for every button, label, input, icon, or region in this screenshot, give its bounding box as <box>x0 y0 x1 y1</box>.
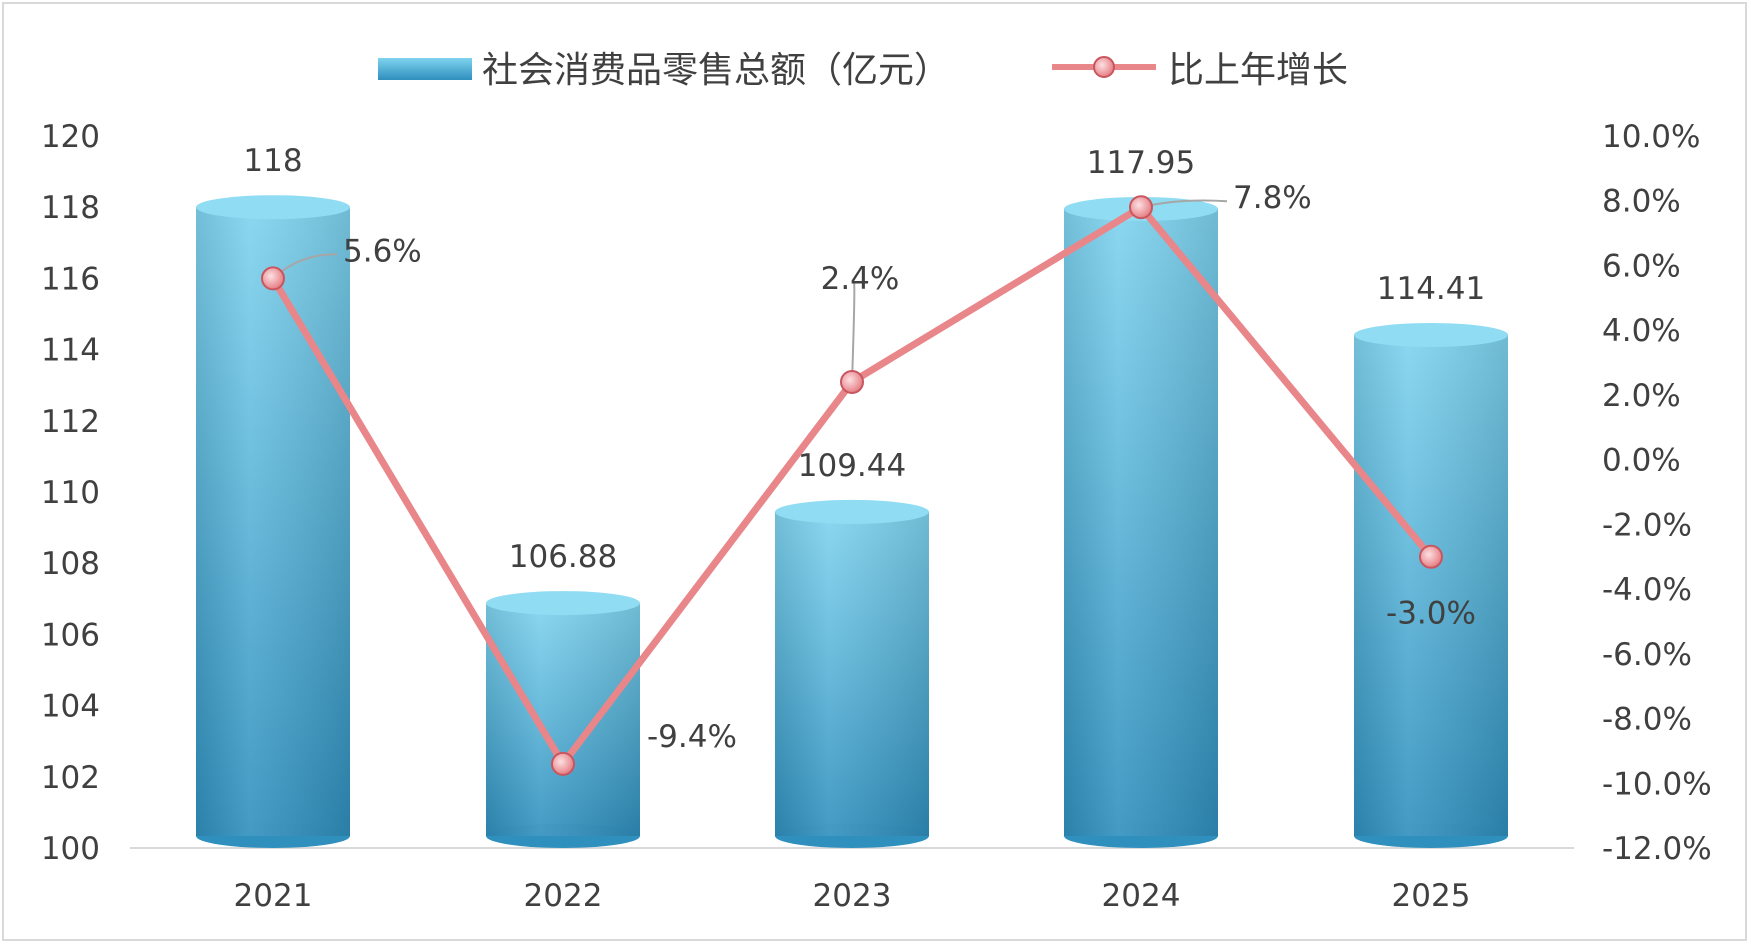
legend-line-marker <box>1093 56 1115 78</box>
right-tick-label: 10.0% <box>1602 119 1700 155</box>
right-tick-label: -4.0% <box>1602 572 1692 608</box>
bar-top <box>486 591 640 616</box>
bar-value-label: 118 <box>243 143 302 179</box>
bar-shade <box>196 207 350 836</box>
line-point <box>1419 544 1443 569</box>
bar-value-label: 114.41 <box>1377 271 1485 307</box>
right-tick-label: -6.0% <box>1602 637 1692 673</box>
right-axis: -12.0% -10.0% -8.0% -6.0% -4.0% -2.0% 0.0% 2.0%… <box>1602 119 1712 867</box>
legend: 社会消费品零售总额（亿元） 比上年增长 <box>378 50 1348 91</box>
right-tick-label: -8.0% <box>1602 702 1692 738</box>
line-point <box>1129 195 1153 220</box>
bar-top <box>196 195 350 220</box>
bar-top <box>775 499 929 524</box>
left-tick-label: 104 <box>41 689 100 725</box>
bar-shade <box>1354 335 1508 836</box>
bar-top <box>1354 323 1508 348</box>
right-tick-label: 8.0% <box>1602 184 1681 220</box>
right-tick-label: 0.0% <box>1602 443 1681 479</box>
legend-bar-swatch <box>378 58 472 80</box>
category-label: 2024 <box>1102 878 1181 914</box>
line-point <box>261 266 285 291</box>
right-tick-label: -2.0% <box>1602 507 1692 543</box>
bar-data-labels: 118 106.88 109.44 117.95 114.41 <box>243 143 1485 575</box>
category-label: 2025 <box>1392 878 1471 914</box>
legend-line-label: 比上年增长 <box>1168 50 1348 91</box>
left-tick-label: 114 <box>41 333 100 369</box>
line-data-labels: 5.6% -9.4% 2.4% 7.8% -3.0% <box>343 180 1476 755</box>
line-value-label: 2.4% <box>821 261 900 297</box>
line-point <box>551 751 575 776</box>
bar-value-label: 117.95 <box>1087 145 1195 181</box>
line-point <box>840 369 864 394</box>
line-value-label: 7.8% <box>1233 180 1312 216</box>
legend-bar-label: 社会消费品零售总额（亿元） <box>482 50 950 91</box>
category-label: 2023 <box>813 878 892 914</box>
left-tick-label: 100 <box>41 831 100 867</box>
category-label: 2021 <box>234 878 313 914</box>
left-tick-label: 116 <box>41 261 100 297</box>
left-axis: 100 102 104 106 108 110 112 114 116 118 120 <box>41 119 100 867</box>
left-tick-label: 112 <box>41 404 100 440</box>
right-tick-label: -10.0% <box>1602 766 1712 802</box>
bar-shade <box>486 603 640 836</box>
category-label: 2022 <box>524 878 603 914</box>
right-tick-label: 4.0% <box>1602 313 1681 349</box>
left-tick-label: 106 <box>41 617 100 653</box>
line-value-label: -3.0% <box>1386 596 1476 632</box>
right-tick-label: 6.0% <box>1602 248 1681 284</box>
bar-shade <box>775 511 929 836</box>
bar-value-label: 106.88 <box>509 539 617 575</box>
right-tick-label: -12.0% <box>1602 831 1712 867</box>
left-tick-label: 102 <box>41 760 100 796</box>
left-tick-label: 118 <box>41 190 100 226</box>
bar-value-label: 109.44 <box>798 448 906 484</box>
line-value-label: -9.4% <box>647 719 737 755</box>
left-tick-label: 108 <box>41 546 100 582</box>
bar-series <box>196 195 1508 848</box>
bar-shade <box>1064 208 1218 837</box>
left-tick-label: 120 <box>41 119 100 155</box>
leader-line <box>851 281 856 382</box>
right-tick-label: 2.0% <box>1602 378 1681 414</box>
x-axis: 2021 2022 2023 2024 2025 <box>234 878 1471 914</box>
left-tick-label: 110 <box>41 475 100 511</box>
line-series <box>261 195 1443 776</box>
line-value-label: 5.6% <box>343 233 422 269</box>
